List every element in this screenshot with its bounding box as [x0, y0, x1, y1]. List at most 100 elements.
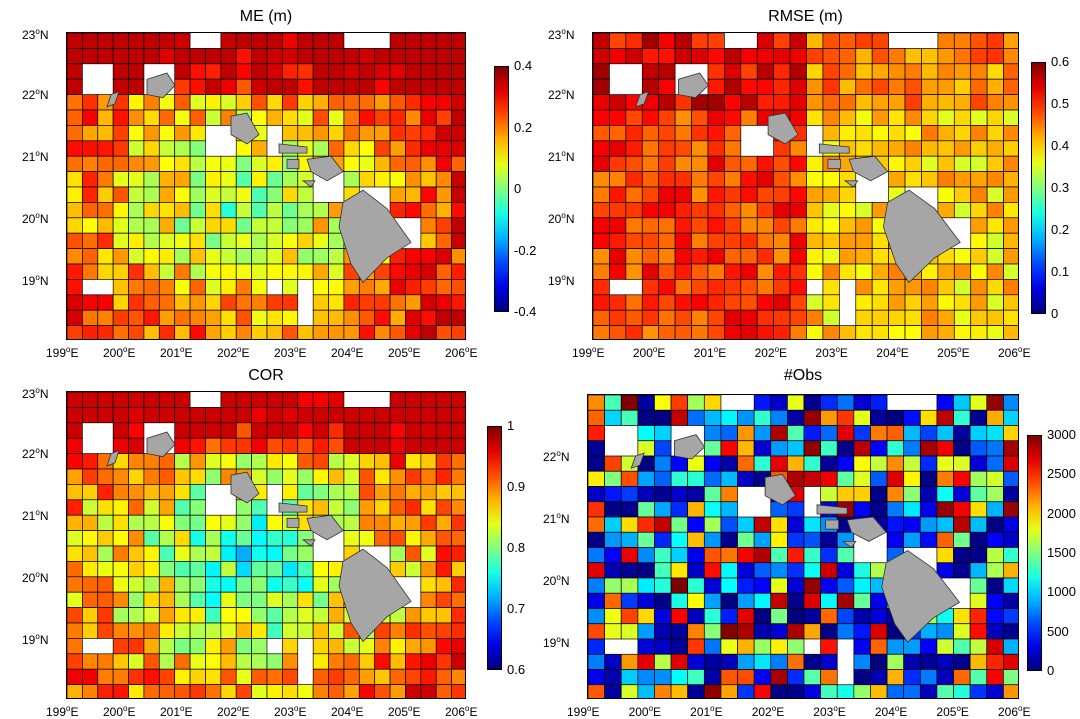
grid-cell — [128, 684, 145, 698]
grid-cell — [358, 63, 376, 80]
grid-cell — [593, 125, 610, 142]
x-tick-label: 203oE — [815, 345, 848, 360]
grid-cell — [174, 545, 191, 562]
grid-cell — [97, 33, 114, 49]
grid-cell — [953, 78, 972, 95]
grid-cell — [128, 484, 145, 501]
grid-cell — [343, 484, 360, 501]
grid-cell — [770, 501, 788, 518]
grid-cell — [687, 592, 705, 609]
grid-cell — [787, 623, 805, 640]
grid-cell — [343, 638, 360, 655]
grid-cell — [969, 395, 988, 411]
grid-cell — [282, 263, 299, 280]
grid-cell — [251, 63, 268, 80]
grid-cell — [836, 547, 855, 564]
grid-cell — [871, 140, 889, 157]
grid-cell — [871, 309, 889, 326]
grid-cell — [803, 470, 821, 487]
grid-cell — [670, 623, 689, 640]
grid-cell — [266, 109, 283, 126]
grid-cell — [420, 622, 437, 639]
grid-cell — [687, 409, 705, 426]
grid-cell — [737, 669, 755, 686]
grid-cell — [756, 248, 774, 265]
grid-cell — [82, 545, 99, 562]
y-tick-label: 23oN — [22, 386, 49, 401]
obs-colorbar — [1027, 435, 1042, 671]
grid-cell — [625, 171, 643, 188]
grid-cell — [174, 140, 191, 157]
grid-cell — [251, 94, 268, 111]
grid-cell — [687, 653, 705, 670]
grid-cell — [128, 407, 145, 424]
grid-cell — [189, 171, 206, 188]
grid-cell — [251, 622, 268, 639]
grid-cell — [174, 622, 191, 639]
grid-cell — [343, 125, 360, 142]
grid-cell — [703, 486, 722, 503]
grid-cell — [921, 155, 939, 172]
grid-cell — [789, 33, 807, 49]
grid-cell — [97, 514, 114, 531]
grid-cell — [112, 576, 129, 593]
grid-cell — [720, 684, 738, 698]
grid-cell — [625, 48, 643, 65]
grid-cell — [724, 248, 742, 265]
grid-cell — [720, 623, 738, 640]
grid-cell — [637, 577, 655, 594]
grid-cell — [919, 638, 938, 655]
grid-cell — [806, 263, 824, 280]
grid-cell — [82, 125, 99, 142]
grid-cell — [389, 453, 406, 470]
grid-cell — [97, 109, 114, 126]
colorbar-tick-label: 0.9 — [507, 479, 526, 494]
grid-cell — [420, 468, 437, 485]
grid-cell — [389, 263, 406, 280]
grid-cell — [953, 171, 972, 188]
grid-cell — [143, 668, 160, 685]
grid-cell — [593, 155, 610, 172]
cor-map — [66, 391, 466, 699]
grid-cell — [451, 325, 465, 339]
grid-cell — [609, 248, 627, 265]
grid-cell — [773, 48, 791, 65]
grid-cell — [855, 325, 873, 339]
grid-cell — [374, 638, 391, 655]
grid-cell — [953, 94, 972, 111]
grid-cell — [328, 94, 345, 111]
grid-cell — [358, 684, 376, 698]
grid-cell — [82, 653, 99, 670]
grid-cell — [389, 622, 406, 639]
grid-cell — [625, 309, 643, 326]
grid-cell — [251, 638, 268, 655]
grid-cell — [593, 325, 610, 339]
grid-cell — [903, 409, 921, 426]
grid-cell — [128, 202, 145, 219]
grid-cell — [1003, 248, 1018, 265]
grid-cell — [773, 140, 791, 157]
grid-cell — [235, 217, 252, 234]
grid-cell — [641, 232, 660, 249]
obs-title: #Obs — [783, 367, 823, 384]
grid-cell — [871, 279, 889, 296]
grid-cell — [128, 140, 145, 157]
grid-cell — [251, 607, 268, 624]
grid-cell — [435, 576, 452, 593]
grid-cell — [855, 140, 873, 157]
grid-cell — [870, 455, 888, 472]
grid-cell — [174, 48, 191, 65]
grid-cell — [405, 279, 422, 296]
grid-cell — [343, 668, 360, 685]
grid-cell — [112, 294, 129, 311]
grid-cell — [97, 48, 114, 65]
grid-cell — [937, 109, 955, 126]
grid-cell — [773, 232, 791, 249]
grid-cell — [986, 140, 1004, 157]
grid-cell — [822, 202, 840, 219]
grid-cell — [128, 545, 145, 562]
cor-title: COR — [248, 367, 284, 384]
grid-cell — [773, 171, 791, 188]
grid-cell — [654, 608, 672, 625]
grid-cell — [374, 653, 391, 670]
